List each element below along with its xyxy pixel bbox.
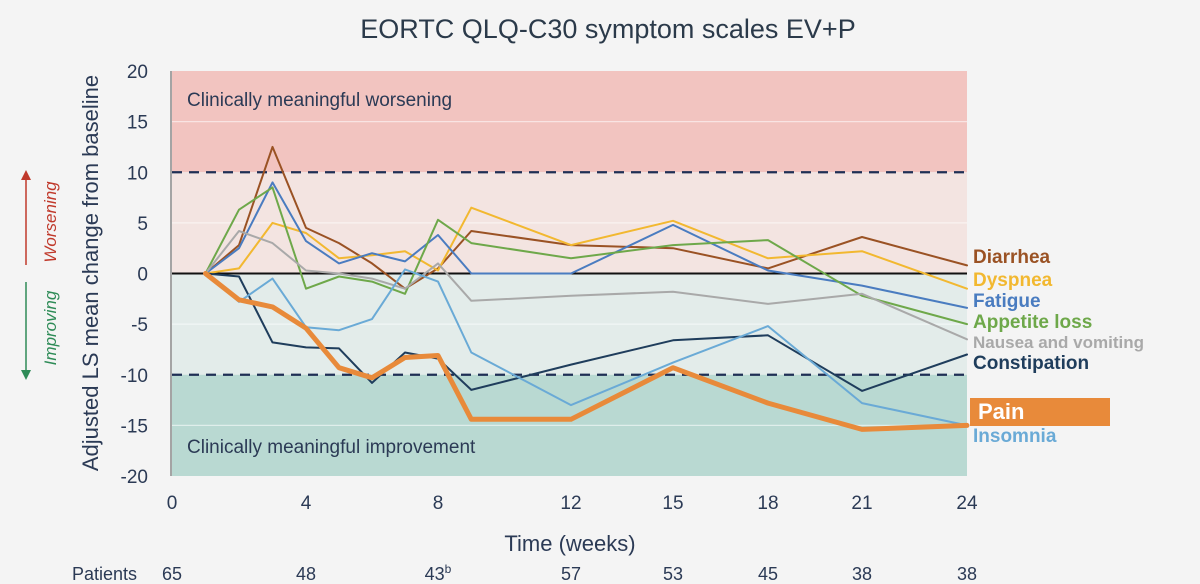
legend-label-constipation: Constipation [973,353,1089,374]
y-tick-label: 10 [127,163,148,184]
series-line-appetite-loss [204,186,968,326]
y-tick-label: 20 [127,62,148,83]
series-line-fatigue [204,181,968,309]
legend-label-fatigue: Fatigue [973,291,1041,312]
zone-label: Clinically meaningful worsening [187,90,452,111]
x-axis-label: Time (weeks) [504,531,635,556]
x-tick-label: 15 [662,493,683,514]
x-tick-label: 21 [851,493,872,514]
patients-row: Patients 65 48 43b 57 53 45 38 38 [72,562,977,584]
x-axis-ticks: 0 4 8 12 15 18 21 24 [167,493,978,514]
x-tick-label: 8 [433,493,444,514]
patients-count: 48 [296,564,316,584]
improving-label: Improving [41,290,60,365]
y-tick-label: -5 [131,315,148,336]
legend-label-pain: Pain [978,399,1024,424]
legend-label-dyspnea: Dyspnea [973,270,1053,291]
x-tick-label: 12 [560,493,581,514]
x-tick-label: 4 [301,493,312,514]
x-tick-label: 24 [956,493,978,514]
worsening-label: Worsening [41,181,60,263]
y-tick-label: -20 [121,467,148,488]
series-line-diarrhea [204,145,968,290]
y-axis-label: Adjusted LS mean change from baseline [78,75,103,471]
zone-label: Clinically meaningful improvement [187,437,476,458]
legend-label-insomnia: Insomnia [973,426,1057,447]
y-tick-label: 15 [127,113,148,134]
y-tick-label: 5 [137,214,148,235]
series-line-dyspnea [204,206,968,290]
patients-label: Patients [72,564,137,584]
series-line-pain [203,271,970,432]
legend-label-nausea-and-vomiting: Nausea and vomiting [973,333,1144,352]
patients-count: 53 [663,564,683,584]
patients-count: 43b [425,562,452,584]
legend-label-diarrhea: Diarrhea [973,247,1051,268]
direction-indicator: Worsening Improving [21,170,60,380]
patients-count: 57 [561,564,581,584]
patients-count: 38 [957,564,977,584]
legend-label-appetite-loss: Appetite loss [973,312,1092,333]
x-tick-label: 18 [757,493,778,514]
patients-count: 45 [758,564,778,584]
series-lines [203,145,970,432]
series-line-insomnia [204,268,968,427]
patients-count: 65 [162,564,182,584]
patients-count: 38 [852,564,872,584]
x-tick-label: 0 [167,493,178,514]
y-axis-ticks: 20 15 10 5 0 -5 -10 -15 -20 [121,62,148,488]
worsening-arrow-head [21,170,31,180]
y-tick-label: -10 [121,366,148,387]
y-tick-label: 0 [137,265,148,286]
improving-arrow-head [21,370,31,380]
legend-box-pain [970,398,1110,426]
y-tick-label: -15 [121,416,148,437]
chart-title: EORTC QLQ-C30 symptom scales EV+P [360,14,855,44]
